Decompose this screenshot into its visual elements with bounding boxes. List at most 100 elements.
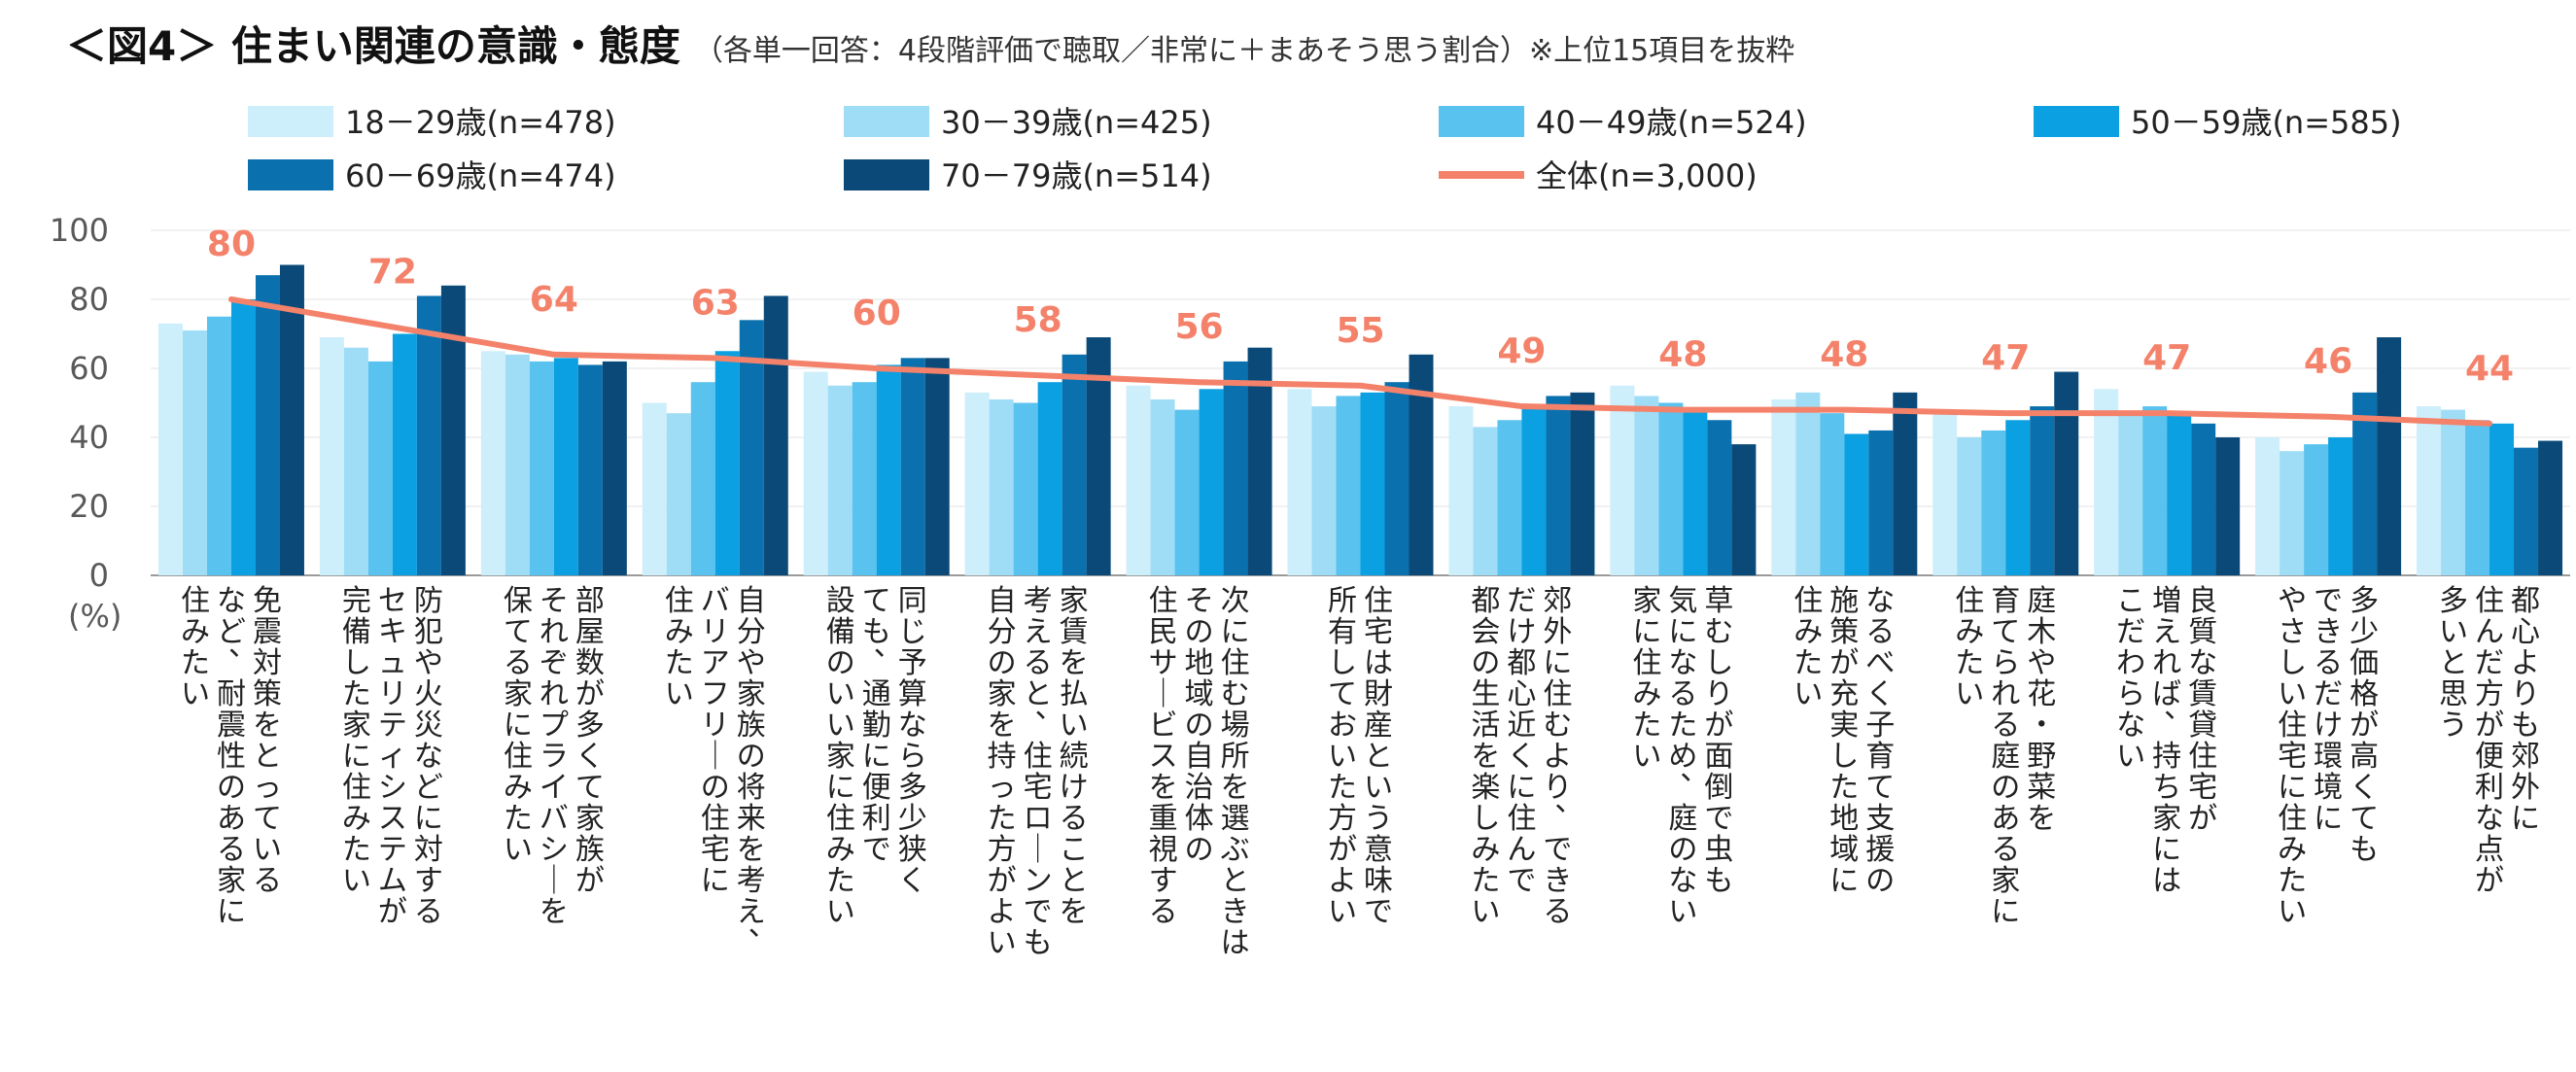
overall-value-label: 46 xyxy=(2304,342,2352,382)
category-label-line: それぞれプライバシ｜を xyxy=(540,584,569,929)
category-glyph: 便 xyxy=(2475,740,2504,774)
category-glyph: の xyxy=(1991,771,2020,805)
category-glyph: を xyxy=(988,709,1017,743)
category-glyph: 災 xyxy=(414,709,443,743)
legend-label: 60－69歳(n=474) xyxy=(345,157,616,194)
category-glyph: 自 xyxy=(737,584,766,618)
category-glyph: 賃 xyxy=(2188,677,2217,711)
category-label-line: 気になるため、庭のない xyxy=(1668,584,1709,929)
category-glyph: さ xyxy=(2278,615,2307,649)
bar xyxy=(1731,444,1757,575)
category-glyph: な xyxy=(2116,709,2145,743)
category-glyph: で xyxy=(862,833,891,867)
category-glyph: て xyxy=(862,584,891,618)
category-glyph: 策 xyxy=(253,677,282,711)
category-glyph: 庭 xyxy=(1668,802,1697,836)
bar xyxy=(1174,409,1200,575)
category-glyph: 算 xyxy=(898,677,927,711)
bar xyxy=(1126,385,1151,575)
category-glyph: い xyxy=(2439,615,2468,649)
bar xyxy=(230,299,256,575)
bar xyxy=(1893,392,1918,575)
category-glyph: 体 xyxy=(1185,802,1214,836)
overall-value-label: 58 xyxy=(1014,300,1062,340)
data-label-group: 80 72 64 63 60 58 56 55 49 48 48 47 47 46 44 xyxy=(207,225,2514,389)
category-glyph: く xyxy=(898,864,927,898)
category-glyph: 虫 xyxy=(1704,833,1733,867)
category-glyph: を xyxy=(540,895,569,929)
category-glyph: る xyxy=(2314,646,2343,680)
category-glyph: 免 xyxy=(253,584,282,618)
category-glyph: る xyxy=(1668,677,1697,711)
category-glyph: た xyxy=(342,833,371,867)
category-glyph: 気 xyxy=(1668,584,1697,618)
category-glyph: た xyxy=(988,802,1017,836)
category-glyph: ら xyxy=(898,740,927,774)
category-glyph: あ xyxy=(1991,802,2020,836)
bar xyxy=(690,382,715,575)
category-label-line: 多いと思う xyxy=(2439,584,2468,743)
category-glyph: み xyxy=(1632,677,1661,711)
bar xyxy=(2417,406,2442,575)
category-glyph: け xyxy=(1507,615,1536,649)
category-glyph: が xyxy=(2475,864,2504,898)
category-glyph: い xyxy=(826,709,855,743)
category-glyph: 育 xyxy=(1865,740,1895,774)
category-glyph: 生 xyxy=(1471,677,1500,711)
category-glyph: 家 xyxy=(826,740,855,774)
category-glyph: 思 xyxy=(2439,677,2468,711)
category-glyph: ラ xyxy=(540,740,569,774)
category-glyph: リ xyxy=(701,709,730,743)
category-glyph: な xyxy=(1668,864,1697,898)
category-label-line: できるだけ環境に xyxy=(2314,584,2343,836)
category-glyph: テ xyxy=(378,709,407,743)
category-glyph: 面 xyxy=(1704,740,1733,774)
category-glyph: 備 xyxy=(342,615,371,649)
category-glyph: 都 xyxy=(1471,584,1500,618)
category-glyph: が xyxy=(2188,802,2217,836)
category-glyph: し xyxy=(1328,646,1357,680)
category-glyph: い xyxy=(1668,895,1697,929)
category-glyph: と xyxy=(1060,864,1089,898)
category-label-line: セキュリティシステムが xyxy=(378,584,407,929)
bar xyxy=(2030,406,2055,575)
category-glyph: た xyxy=(2278,864,2307,898)
bar xyxy=(157,323,183,575)
bar xyxy=(1844,433,1869,575)
category-glyph: と xyxy=(1221,864,1250,898)
bar xyxy=(343,347,368,575)
category-glyph: 住 xyxy=(665,584,694,618)
bar xyxy=(1497,420,1522,575)
bar xyxy=(2538,440,2563,575)
category-glyph: い xyxy=(1632,740,1661,774)
category-glyph: 自 xyxy=(988,584,1017,618)
category-glyph: ら xyxy=(1991,646,2020,680)
category-glyph: た xyxy=(1328,771,1357,805)
category-label-line: バリアフリ｜の住宅に xyxy=(701,584,730,898)
y-tick-label: 100 xyxy=(50,212,109,249)
category-glyph: 家 xyxy=(217,864,246,898)
bar xyxy=(2489,423,2515,575)
category-glyph: れ xyxy=(540,615,569,649)
bar xyxy=(480,351,505,575)
category-glyph: い xyxy=(665,677,694,711)
category-glyph: た xyxy=(1632,709,1661,743)
category-glyph: 犯 xyxy=(414,615,443,649)
category-glyph: 心 xyxy=(1507,677,1536,711)
category-label-line: 増えれば、持ち家には xyxy=(2152,584,2193,898)
category-glyph: よ xyxy=(988,895,1017,929)
category-glyph: に xyxy=(217,895,246,929)
category-glyph: る xyxy=(1865,615,1895,649)
bar xyxy=(319,337,344,575)
category-glyph: 意 xyxy=(1364,833,1393,867)
category-glyph: 対 xyxy=(414,833,443,867)
category-glyph: に xyxy=(414,802,443,836)
category-glyph: 宅 xyxy=(1024,771,1053,805)
category-glyph: み xyxy=(181,615,210,649)
category-glyph: が xyxy=(1328,833,1357,867)
bar xyxy=(924,358,950,575)
category-label-line: 自分や家族の将来を考え、 xyxy=(737,584,778,943)
